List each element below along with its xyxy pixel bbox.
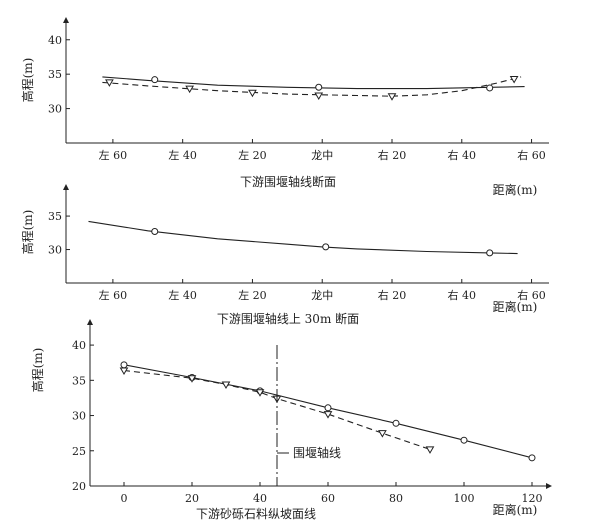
data-point-triangle <box>509 75 519 84</box>
data-point-circle <box>315 83 323 91</box>
x-tick-label: 右 20 <box>378 288 407 302</box>
series-line-2 <box>102 76 522 97</box>
panel-3: 高程(m) 距离(m) 下游砂砾石料纵坡面线 0 20 40 60 80 100 120 20… <box>30 319 552 521</box>
x-tick-label: 20 <box>185 492 199 505</box>
series-layer <box>102 75 525 101</box>
x-tick-label: 100 <box>454 492 475 505</box>
tick-layer: 0 20 40 60 80 100 120 20 25 30 35 40 <box>72 339 543 505</box>
data-point-triangle <box>248 89 257 98</box>
y-tick-label: 25 <box>72 445 86 458</box>
y-tick-label: 30 <box>48 244 62 257</box>
tick-layer: 左 60 左 40 左 20 龙中 右 20 右 40 右 60 30 35 40 <box>48 34 546 162</box>
data-point-circle <box>392 419 400 427</box>
y-tick-label: 40 <box>72 339 86 352</box>
y-tick-label: 35 <box>72 374 86 387</box>
data-point-triangle <box>323 411 333 419</box>
panel-1: 高程(m) 距离(m) 下游围堰轴线断面 左 60 左 40 左 20 龙中 右 20 右… <box>20 17 549 197</box>
series-layer <box>119 361 536 462</box>
data-point-circle <box>460 436 468 444</box>
data-point-circle <box>528 454 536 462</box>
series-line-2 <box>123 369 431 450</box>
x-axis-label: 距离(m) <box>493 182 538 197</box>
x-tick-label: 右 60 <box>517 288 546 302</box>
data-point-triangle <box>119 367 129 375</box>
y-axis-label: 高程(m) <box>20 210 35 255</box>
x-tick-label: 右 40 <box>448 148 477 162</box>
y-tick-label: 20 <box>72 480 86 493</box>
data-point-triangle <box>185 85 195 94</box>
data-point-triangle <box>105 79 114 87</box>
chart-caption: 下游围堰轴线断面 <box>240 174 336 189</box>
y-axis-label: 高程(m) <box>30 348 45 393</box>
panel-2: 高程(m) 距离(m) 下游围堰轴线上 30m 断面 左 60 左 40 左 20 龙… <box>20 184 549 326</box>
x-tick-label: 右 60 <box>517 148 546 162</box>
data-point-circle <box>486 84 494 92</box>
y-tick-label: 30 <box>48 103 62 116</box>
x-tick-label: 60 <box>321 492 335 505</box>
data-point-circle <box>324 404 332 412</box>
x-tick-label: 80 <box>389 492 403 505</box>
data-point-triangle <box>378 430 387 438</box>
series-line-1 <box>102 76 525 90</box>
annotation-label: 围堰轴线 <box>293 445 341 460</box>
data-point-triangle <box>425 446 435 454</box>
chart-caption: 下游围堰轴线上 30m 断面 <box>217 311 359 326</box>
y-axis-label: 高程(m) <box>20 58 35 103</box>
y-tick-label: 30 <box>72 410 86 423</box>
data-point-circle <box>486 249 494 257</box>
x-tick-label: 龙中 <box>311 289 333 302</box>
annotation-layer: 围堰轴线 <box>276 345 341 486</box>
x-axis-label: 距离(m) <box>493 502 538 517</box>
x-tick-label: 左 60 <box>99 149 128 162</box>
x-tick-label: 左 40 <box>168 149 197 162</box>
chart-caption: 下游砂砾石料纵坡面线 <box>196 507 316 521</box>
data-point-triangle <box>387 93 397 101</box>
tick-layer: 左 60 左 40 左 20 龙中 右 20 右 40 右 60 30 35 <box>48 210 546 302</box>
x-tick-label: 左 60 <box>99 289 128 302</box>
data-point-triangle <box>221 381 231 390</box>
data-point-triangle <box>255 389 265 397</box>
data-point-circle <box>151 227 159 235</box>
x-tick-label: 左 20 <box>238 289 267 302</box>
y-tick-label: 35 <box>48 68 62 81</box>
x-tick-label: 左 40 <box>168 289 197 302</box>
series-layer <box>88 220 518 257</box>
x-tick-label: 40 <box>253 492 267 505</box>
x-tick-label: 左 20 <box>238 149 267 162</box>
y-tick-label: 35 <box>48 210 62 223</box>
x-tick-label: 120 <box>522 492 543 505</box>
x-tick-label: 右 20 <box>378 148 407 162</box>
data-point-circle <box>151 76 159 84</box>
data-point-circle <box>322 243 330 251</box>
x-axis-label: 距离(m) <box>493 299 538 314</box>
data-point-triangle <box>187 375 197 383</box>
x-tick-label: 右 40 <box>448 288 477 302</box>
data-point-triangle <box>314 92 324 101</box>
data-point-circle <box>120 361 128 369</box>
x-tick-label: 0 <box>121 492 128 505</box>
x-tick-label: 龙中 <box>311 149 333 162</box>
series-line-1 <box>88 220 518 255</box>
y-tick-label: 40 <box>48 34 62 47</box>
